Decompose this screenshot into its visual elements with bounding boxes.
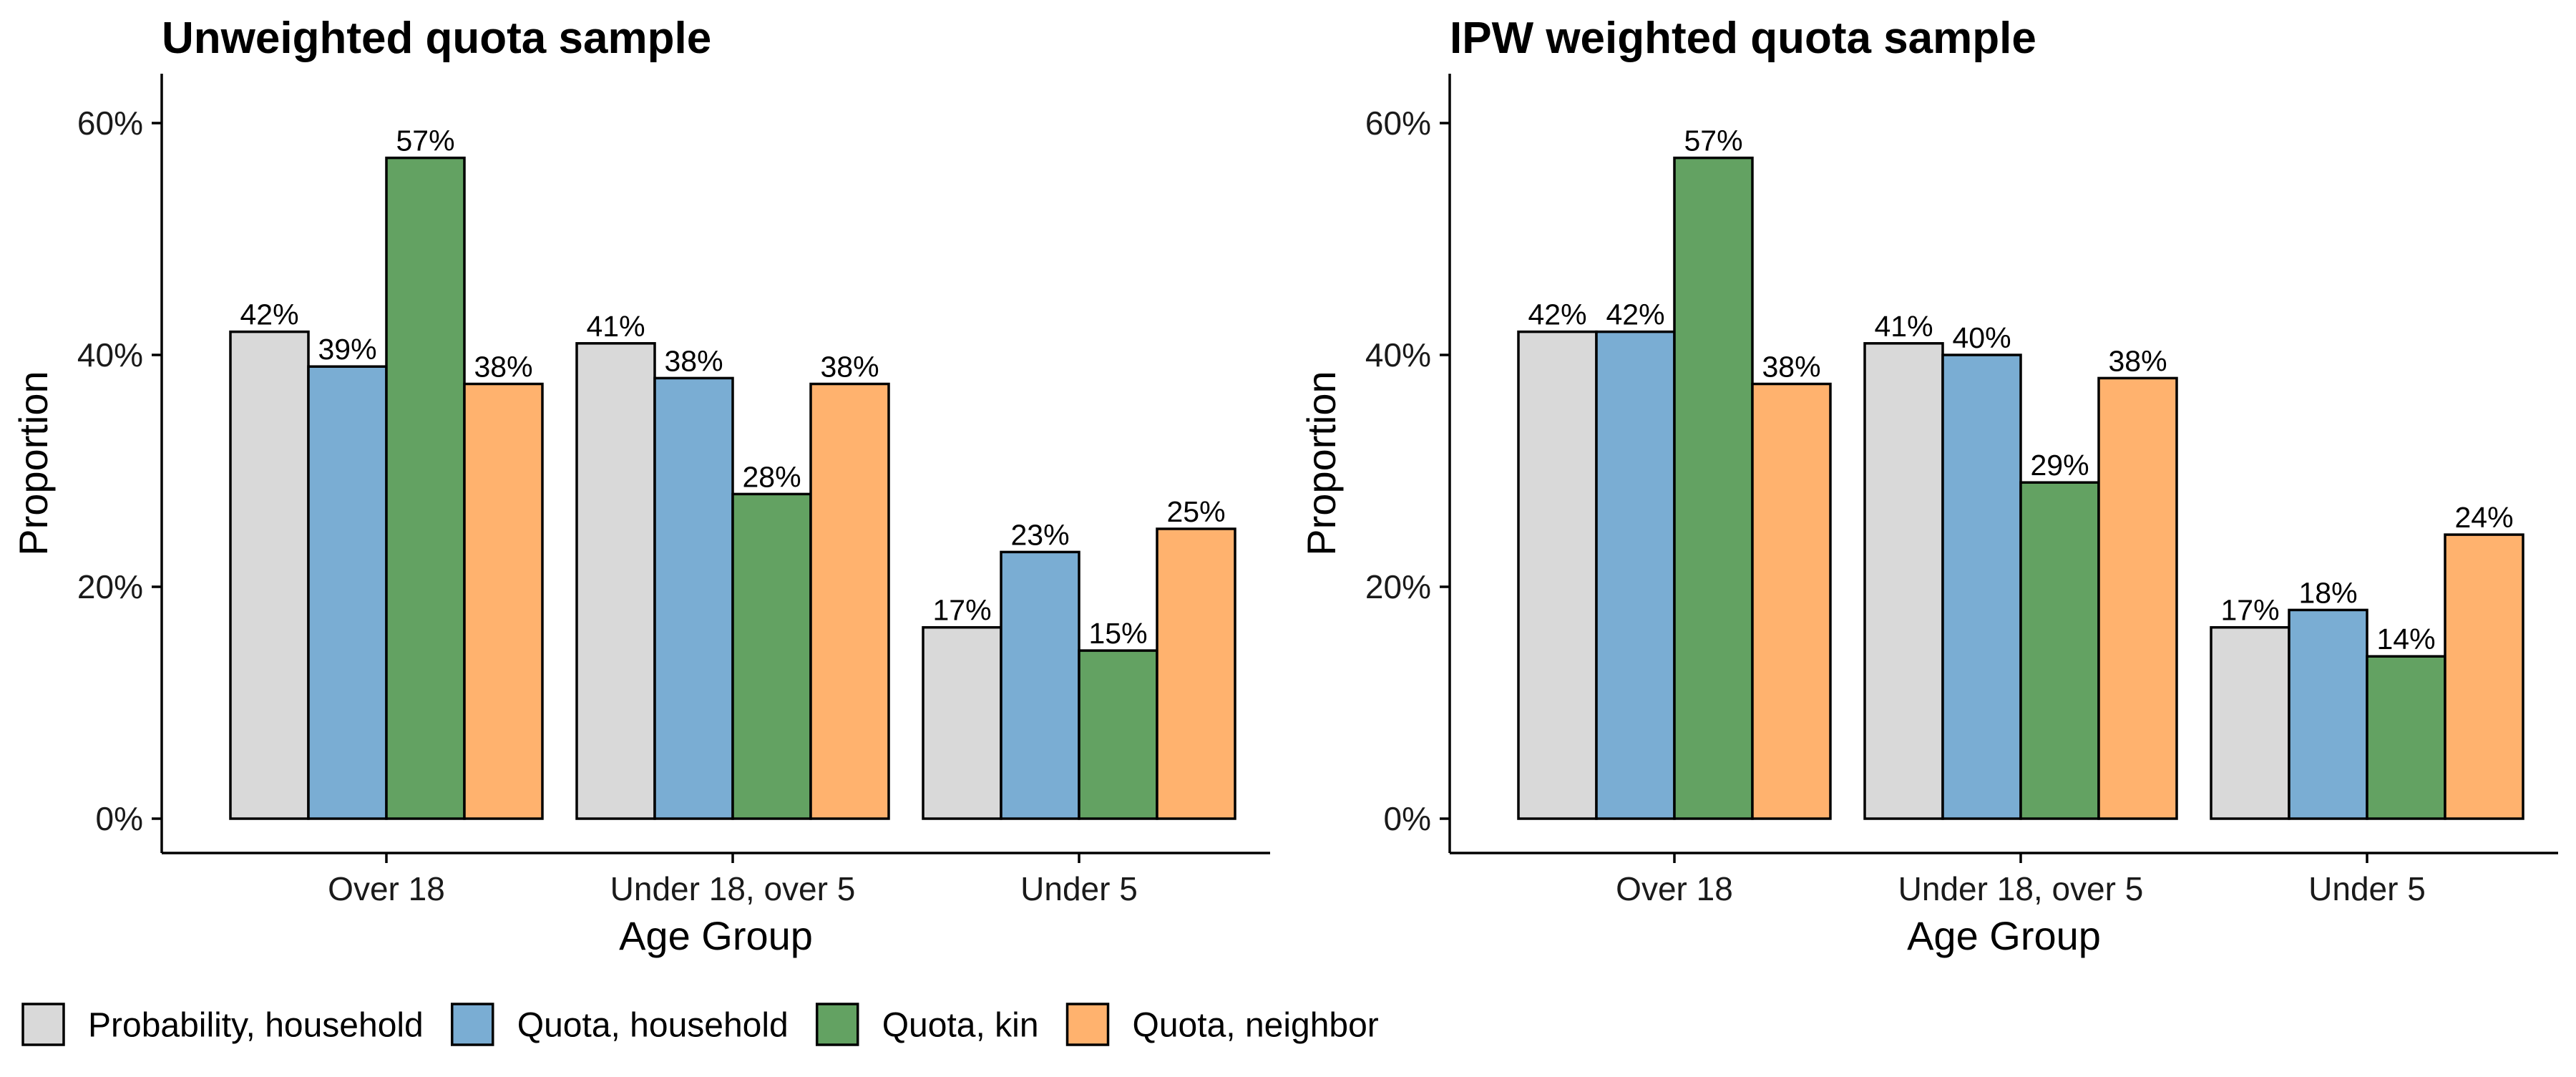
bar-data-label: 41% xyxy=(586,310,645,343)
bar xyxy=(1673,156,1754,820)
bar xyxy=(1751,382,1832,820)
legend-item-label: Quota, kin xyxy=(882,1007,1039,1045)
bar xyxy=(2444,533,2524,820)
y-tick-label: 20% xyxy=(1365,568,1431,605)
bar xyxy=(653,376,734,820)
bar xyxy=(809,382,890,820)
x-axis-title: Age Group xyxy=(1907,913,2101,958)
x-tick-label: Over 18 xyxy=(1616,870,1733,907)
y-tick-label: 40% xyxy=(77,336,143,374)
x-tick-label: Under 18, over 5 xyxy=(610,870,856,907)
bar xyxy=(1595,330,1676,820)
bar-data-label: 39% xyxy=(318,333,376,366)
y-tick-label: 60% xyxy=(1365,104,1431,142)
legend-swatch xyxy=(815,1003,859,1046)
y-tick-label: 0% xyxy=(96,800,143,837)
bar xyxy=(229,330,310,820)
bar-data-label: 28% xyxy=(742,460,801,493)
x-tick-label: Under 5 xyxy=(1020,870,1138,907)
legend-item-label: Probability, household xyxy=(88,1007,424,1045)
bar-data-label: 23% xyxy=(1010,518,1069,551)
bar xyxy=(922,625,1002,820)
y-tick-label: 40% xyxy=(1365,336,1431,374)
legend-swatch xyxy=(451,1003,494,1046)
legend-item-label: Quota, household xyxy=(517,1007,789,1045)
bar-data-label: 42% xyxy=(240,298,298,331)
bar-data-label: 38% xyxy=(474,351,532,384)
bar-data-label: 17% xyxy=(932,594,991,627)
y-axis-title: Proportion xyxy=(1299,371,1344,555)
bar xyxy=(1863,342,1944,820)
bar-data-label: 40% xyxy=(1952,321,2011,354)
bar-data-label: 14% xyxy=(2376,623,2435,656)
bar xyxy=(2210,625,2290,820)
bar-data-label: 24% xyxy=(2454,501,2513,534)
bar xyxy=(2019,481,2100,820)
bar xyxy=(575,342,656,820)
panel-1: Unweighted quota sample Proportion 0% 20% 40… xyxy=(11,14,1270,958)
bar-data-label: 15% xyxy=(1088,617,1147,650)
bar xyxy=(2097,376,2178,820)
y-tick-label: 0% xyxy=(1384,800,1431,837)
bar xyxy=(1000,550,1080,820)
bar-data-label: 18% xyxy=(2298,576,2357,609)
bar xyxy=(2288,608,2368,820)
y-tick-label: 20% xyxy=(77,568,143,605)
bar-data-label: 41% xyxy=(1874,310,1933,343)
bar xyxy=(385,156,466,820)
bar xyxy=(1941,354,2022,820)
bar-data-label: 38% xyxy=(1762,351,1820,384)
legend-swatch xyxy=(21,1003,65,1046)
panel-2: IPW weighted quota sample Proportion 0% 20%… xyxy=(1299,14,2558,958)
bar-data-label: 38% xyxy=(664,344,723,377)
bar-data-label: 25% xyxy=(1166,495,1225,528)
x-tick-label: Under 18, over 5 xyxy=(1898,870,2144,907)
bar-data-label: 29% xyxy=(2030,449,2089,482)
bar xyxy=(2366,655,2446,820)
legend: Probability, household Quota, household Qu… xyxy=(21,1003,1379,1046)
bar xyxy=(1517,330,1598,820)
bar-data-label: 42% xyxy=(1528,298,1586,331)
bar xyxy=(731,492,812,820)
bar xyxy=(1156,527,1236,820)
x-axis-title: Age Group xyxy=(619,913,813,958)
y-tick-label: 60% xyxy=(77,104,143,142)
bar-data-label: 42% xyxy=(1606,298,1664,331)
bar-data-label: 38% xyxy=(2108,344,2167,377)
panel-title: Unweighted quota sample xyxy=(162,14,711,63)
legend-swatch xyxy=(1065,1003,1110,1046)
bar-data-label: 57% xyxy=(396,125,454,157)
bar xyxy=(307,365,388,820)
bar xyxy=(1078,649,1158,820)
bar-data-label: 57% xyxy=(1684,125,1742,157)
x-tick-label: Over 18 xyxy=(328,870,445,907)
y-axis-title: Proportion xyxy=(11,371,56,555)
bar-data-label: 38% xyxy=(820,351,879,384)
bar xyxy=(463,382,544,820)
bar-data-label: 17% xyxy=(2220,594,2279,627)
panel-title: IPW weighted quota sample xyxy=(1450,14,2036,63)
legend-item-label: Quota, neighbor xyxy=(1133,1007,1379,1045)
x-tick-label: Under 5 xyxy=(2308,870,2426,907)
